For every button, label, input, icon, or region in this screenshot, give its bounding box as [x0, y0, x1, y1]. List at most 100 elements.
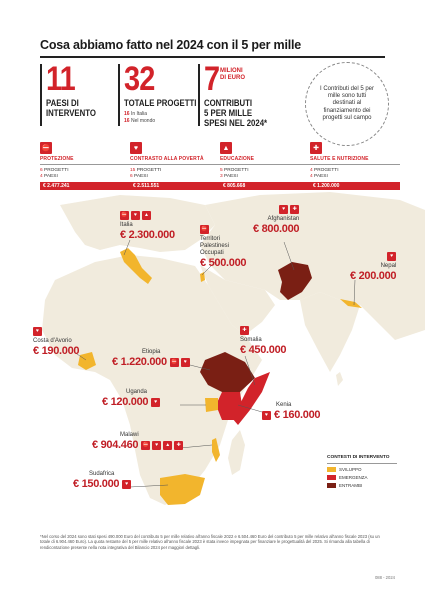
location-value: € 500.000: [200, 257, 247, 269]
location-row: € 904.460 ⛔ ♥ ▲ ✚: [92, 439, 184, 451]
world-map: [42, 192, 425, 505]
country-somalia: [232, 372, 270, 425]
category-amount: € 805.668: [220, 182, 310, 190]
hands-icon: ♥: [387, 252, 397, 261]
location-uganda: Uganda € 120.000 ♥: [102, 389, 161, 408]
legend-item: SVILUPPO: [327, 467, 397, 472]
location-icons: ⛔ ♥ ▲ ✚: [141, 440, 184, 450]
country-uganda: [205, 398, 218, 412]
land-europe: [60, 195, 215, 252]
location-row: € 150.000 ♥: [73, 478, 132, 490]
location-name: Uganda: [126, 389, 148, 395]
hands-icon: ♥: [279, 205, 289, 214]
category-amount: € 2.511.551: [130, 182, 220, 190]
location-icons: ⛔ ♥ ▲: [120, 211, 175, 220]
shield-icon: ⛔: [200, 225, 209, 234]
location-name: Italia: [120, 222, 133, 228]
location-name-2: Palestinesi: [200, 243, 230, 249]
hands-icon: ♥: [122, 479, 132, 489]
category-divider: [130, 164, 220, 165]
location-icons: ♥: [122, 479, 132, 489]
category-name: EDUCAZIONE: [220, 156, 255, 162]
stat-euros-label-2: 5 PER MILLE: [204, 108, 253, 119]
hands-icon: ♥: [33, 327, 42, 336]
funding-note: I Contributi del 5 per mille sono tutti …: [305, 62, 389, 146]
page-title: Cosa abbiamo fatto nel 2024 con il 5 per…: [40, 38, 302, 52]
category-divider: [310, 164, 400, 165]
hands-icon: ♥: [180, 357, 190, 367]
location-value: € 800.000: [253, 223, 300, 235]
stat-euros-unit-1: MILIONI: [220, 68, 243, 74]
location-name-3: Occupati: [200, 250, 224, 256]
health-icon: ✚: [240, 326, 249, 335]
category-countries: 6 PAESI: [130, 174, 148, 179]
category-name: CONTRASTO ALLA POVERTÀ: [130, 156, 204, 162]
location-sudafrica: Sudafrica € 150.000 ♥: [73, 471, 132, 490]
land-arabia: [200, 265, 275, 335]
leader-sudafrica: [129, 484, 169, 488]
category-educazione: ▲ EDUCAZIONE 5 PROGETTI 3 PAESI € 805.66…: [220, 142, 310, 190]
location-icons: ✚: [240, 326, 286, 335]
location-value: € 190.000: [33, 345, 80, 357]
title-divider: [40, 56, 385, 58]
legend-title: CONTESTI DI INTERVENTO: [327, 455, 390, 460]
category-divider: [40, 164, 130, 165]
location-name: Somalia: [240, 337, 262, 343]
category-projects: 15 PROGETTI: [130, 168, 162, 173]
location-territori: ⛔ Territori Palestinesi Occupati € 500.0…: [200, 225, 247, 269]
category-protezione: ⛔ PROTEZIONE 6 PROGETTI 4 PAESI € 2.477.…: [40, 142, 130, 190]
location-costa-avorio: ♥ Costa d'Avorio € 190.000: [33, 327, 80, 357]
country-costa-avorio: [78, 352, 96, 370]
location-value: € 200.000: [350, 270, 397, 282]
country-etiopia: [200, 352, 255, 392]
location-value: € 904.460: [92, 439, 139, 451]
leader-somalia: [244, 355, 256, 386]
category-countries: 3 PAESI: [220, 174, 238, 179]
location-value: € 120.000: [102, 396, 149, 408]
stat-countries-label-2: INTERVENTO: [46, 108, 96, 119]
location-nepal: ♥ Nepal € 200.000: [350, 252, 397, 282]
location-malawi: Malawi € 904.460 ⛔ ♥ ▲ ✚: [92, 432, 184, 451]
legend-item: EMERGENZA: [327, 475, 397, 480]
location-icons: ⛔ ♥: [169, 357, 190, 367]
legend-divider: [327, 463, 397, 464]
category-projects: 4 PROGETTI: [310, 168, 339, 173]
page-code: 088 - 2024: [374, 575, 395, 580]
location-row: € 1.220.000 ⛔ ♥: [112, 356, 190, 368]
country-malawi: [212, 438, 220, 462]
location-name: Nepal: [380, 263, 397, 269]
location-value: € 1.220.000: [112, 356, 167, 368]
country-territori: [200, 272, 205, 282]
stat-euros-unit-2: DI EURO: [220, 75, 246, 81]
legend-swatch: [327, 483, 336, 488]
land-srilanka: [336, 372, 343, 386]
leader-italia: [123, 239, 131, 256]
legend-swatch: [327, 467, 336, 472]
leader-costa: [73, 351, 87, 361]
category-poverta: ♥ CONTRASTO ALLA POVERTÀ 15 PROGETTI 6 P…: [130, 142, 220, 190]
stat-divider: [40, 64, 42, 126]
stat-countries-label-1: PAESI DI: [46, 98, 79, 109]
stat-divider: [118, 64, 120, 126]
location-somalia: ✚ Somalia € 450.000: [240, 326, 287, 356]
category-countries: 4 PAESI: [40, 174, 58, 179]
hands-icon: ♥: [130, 142, 142, 154]
health-icon: ✚: [290, 205, 300, 214]
location-name: Sudafrica: [89, 471, 115, 477]
location-name: Malawi: [120, 432, 139, 438]
stat-euros-value: 7: [204, 60, 220, 98]
leader-afghanistan: [283, 241, 295, 271]
country-nepal: [340, 299, 362, 308]
location-name: Etiopia: [142, 349, 161, 355]
leader-nepal: [353, 279, 356, 306]
location-name: Kenia: [276, 402, 292, 408]
location-icons: ♥ ✚: [253, 205, 300, 214]
country-afghanistan: [278, 262, 312, 300]
location-value: € 160.000: [274, 409, 321, 421]
footnote: *Nel corso del 2024 sono stati spesi 490…: [40, 534, 380, 550]
book-icon: ▲: [142, 211, 151, 220]
country-sudafrica: [160, 474, 205, 505]
leader-territori: [201, 261, 216, 276]
location-icons: ⛔: [200, 225, 246, 234]
category-countries: 4 PAESI: [310, 174, 328, 179]
